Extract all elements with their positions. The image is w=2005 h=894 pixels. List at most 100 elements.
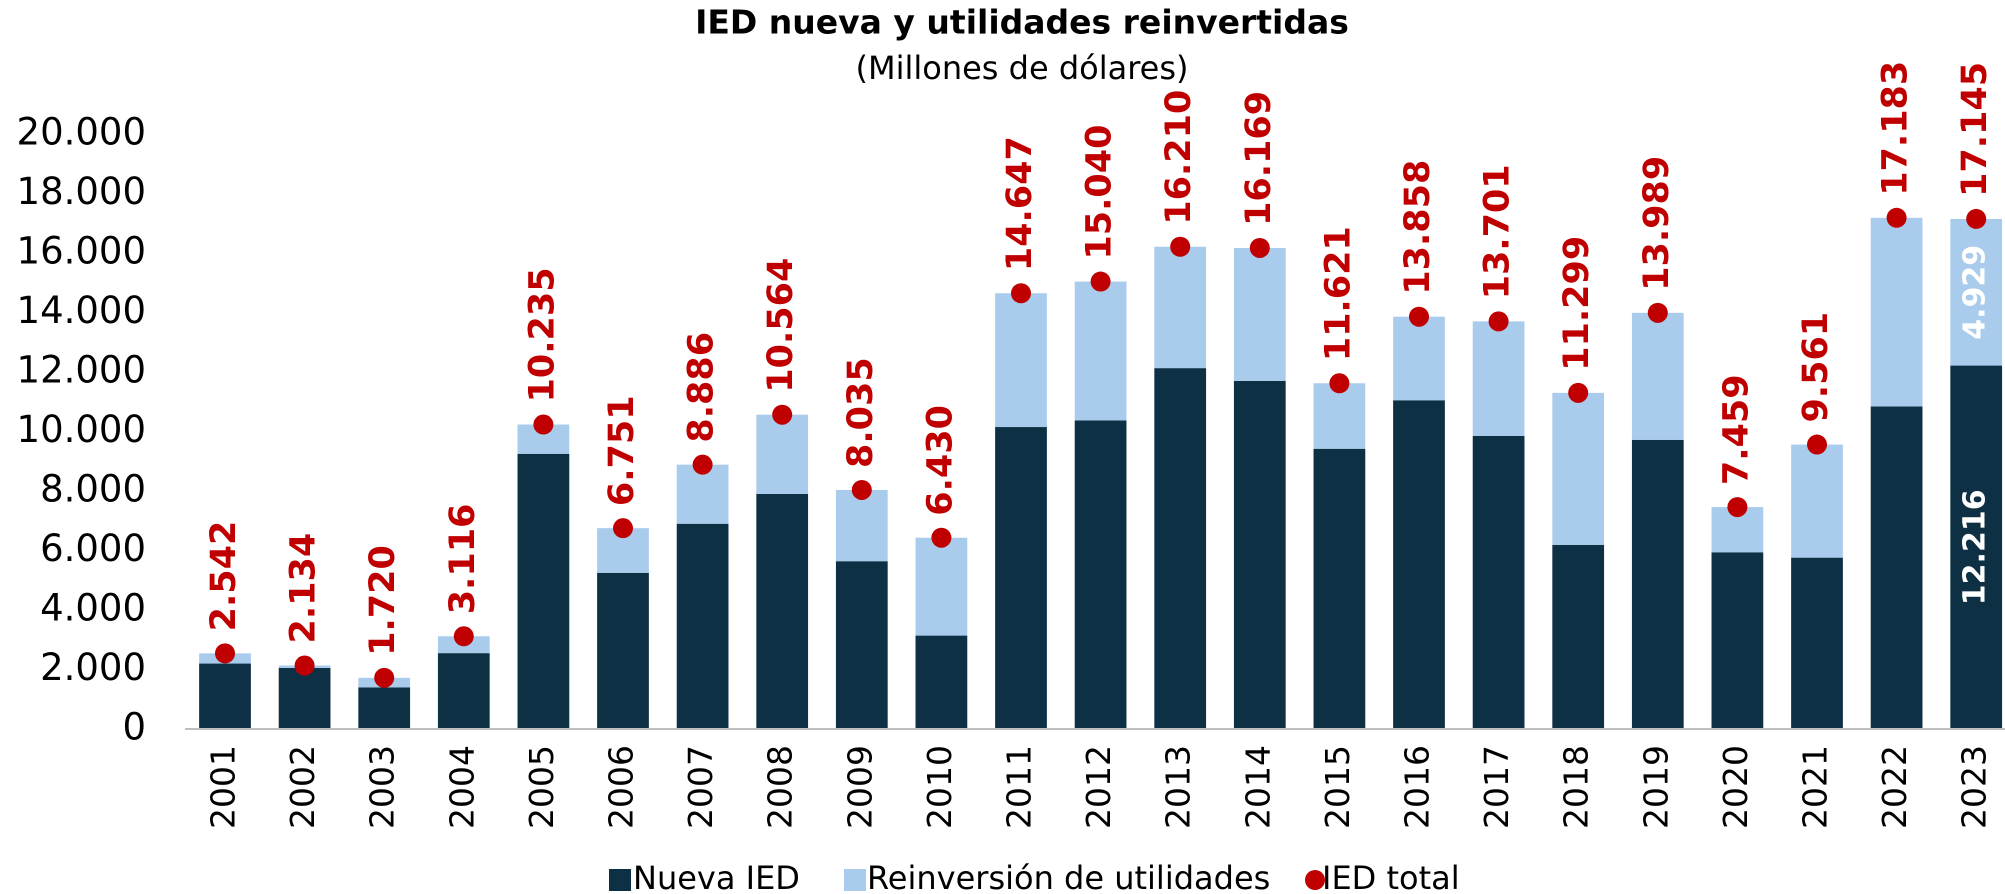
total-dot xyxy=(374,667,395,688)
total-label: 16.169 xyxy=(1239,91,1279,226)
bar-segment xyxy=(995,293,1047,428)
total-label: 1.720 xyxy=(363,545,403,656)
bar-segment xyxy=(915,537,968,636)
x-tick-label: 2004 xyxy=(442,745,481,829)
total-dot xyxy=(453,626,474,647)
legend-label: IED total xyxy=(1322,859,1460,894)
bar-segment xyxy=(1393,400,1445,729)
total-label: 9.561 xyxy=(1796,312,1836,423)
bar-segment xyxy=(1631,312,1684,440)
total-dot xyxy=(1488,311,1509,332)
bar-segment xyxy=(915,635,968,729)
x-tick-label: 2001 xyxy=(204,745,243,829)
bar-segment xyxy=(1074,281,1127,421)
total-dot xyxy=(1886,207,1907,228)
bar-segment xyxy=(1631,439,1684,729)
bar-segment xyxy=(1552,392,1605,545)
bar-segment xyxy=(278,668,331,729)
total-dot xyxy=(1329,373,1350,394)
bar-segment xyxy=(1074,420,1127,729)
bar-segment xyxy=(756,414,809,494)
y-tick-label: 0 xyxy=(122,706,146,749)
total-dot xyxy=(613,518,633,539)
y-tick-label: 16.000 xyxy=(17,230,146,273)
total-label: 11.621 xyxy=(1318,226,1358,361)
legend-swatch xyxy=(844,869,866,891)
x-tick-label: 2012 xyxy=(1079,745,1118,829)
legend-swatch xyxy=(609,869,631,891)
bar-segment xyxy=(1552,544,1605,729)
bar-segment xyxy=(1870,217,1923,407)
bar-segment xyxy=(1233,247,1286,381)
total-label: 13.858 xyxy=(1398,160,1438,295)
total-label: 16.210 xyxy=(1159,90,1199,225)
total-label: 7.459 xyxy=(1716,374,1756,485)
bar-segment xyxy=(756,493,809,729)
y-tick-label: 8.000 xyxy=(40,468,146,511)
x-tick-label: 2016 xyxy=(1398,745,1437,829)
y-tick-label: 6.000 xyxy=(40,527,146,570)
bar-segment xyxy=(1950,218,2003,366)
x-tick-label: 2005 xyxy=(522,745,561,829)
total-label: 15.040 xyxy=(1080,124,1120,259)
total-dot xyxy=(692,454,713,475)
y-tick-label: 12.000 xyxy=(17,349,146,392)
bar-segment xyxy=(1313,448,1366,729)
x-tick-label: 2020 xyxy=(1716,745,1755,829)
total-label: 8.035 xyxy=(841,357,881,468)
total-label: 14.647 xyxy=(1000,136,1040,271)
legend-swatch xyxy=(1305,870,1325,890)
bar-segment xyxy=(835,489,888,562)
total-label: 10.564 xyxy=(761,258,801,393)
bar-segment xyxy=(1472,321,1525,436)
total-dot xyxy=(1249,237,1270,258)
y-tick-label: 18.000 xyxy=(17,170,146,213)
bar-segment xyxy=(1870,406,1923,729)
total-label: 13.701 xyxy=(1478,164,1518,299)
total-label: 2.134 xyxy=(284,533,324,644)
total-label: 10.235 xyxy=(522,267,562,402)
bar-segment xyxy=(1154,246,1207,369)
y-tick-label: 10.000 xyxy=(17,408,146,451)
legend-label: Nueva IED xyxy=(633,859,800,894)
total-dot xyxy=(851,479,872,500)
bar-segment xyxy=(1791,444,1843,558)
x-tick-label: 2009 xyxy=(840,745,879,829)
segment-label: 12.216 xyxy=(1958,489,1993,605)
x-tick-label: 2018 xyxy=(1557,745,1596,829)
bar-segment xyxy=(1472,435,1525,729)
bar-segment xyxy=(199,663,251,729)
total-dot xyxy=(1647,302,1668,323)
x-tick-label: 2021 xyxy=(1796,745,1835,829)
total-dot xyxy=(1409,306,1429,327)
bar-segment xyxy=(358,687,411,729)
x-tick-label: 2013 xyxy=(1159,745,1198,829)
x-tick-label: 2008 xyxy=(761,745,800,829)
bar-segment xyxy=(1233,380,1286,729)
x-tick-label: 2022 xyxy=(1875,745,1914,829)
total-dot xyxy=(1011,283,1031,304)
bar-segment xyxy=(1711,552,1764,729)
segment-label: 4.929 xyxy=(1958,245,1993,340)
chart-title: IED nueva y utilidades reinvertidas xyxy=(695,3,1349,42)
bar-segment xyxy=(437,653,490,729)
bar-segment xyxy=(676,523,729,729)
x-tick-label: 2007 xyxy=(681,745,720,829)
bar-segment xyxy=(1791,557,1843,729)
total-dot xyxy=(1966,208,1987,229)
total-label: 11.299 xyxy=(1557,236,1597,371)
x-tick-label: 2011 xyxy=(1000,745,1039,829)
x-tick-label: 2006 xyxy=(602,745,641,829)
bar-segment xyxy=(1393,316,1445,401)
total-label: 17.145 xyxy=(1955,62,1995,197)
bar-segment xyxy=(1154,368,1207,729)
total-dot xyxy=(215,643,235,664)
x-tick-label: 2014 xyxy=(1238,745,1277,829)
bar-segment xyxy=(995,427,1047,729)
total-dot xyxy=(1807,434,1827,455)
bar-segment xyxy=(1313,383,1366,449)
total-dot xyxy=(533,414,554,435)
x-tick-label: 2017 xyxy=(1477,745,1516,829)
total-dot xyxy=(1090,271,1111,292)
bar-segment xyxy=(1950,365,2003,729)
